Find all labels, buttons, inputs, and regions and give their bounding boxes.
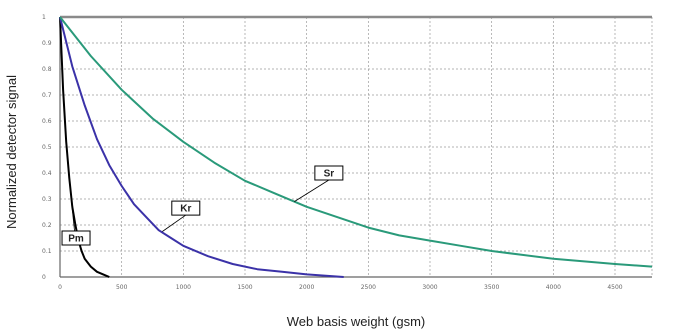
annotations: Pm Kr Sr (61, 165, 344, 246)
y-tick-label: 0.2 (42, 222, 52, 229)
axes: 0 500 1000 1500 2000 2500 3000 3500 4000 4500 0 0.1… (42, 14, 652, 291)
y-tick-label: 0.4 (42, 170, 52, 177)
x-tick-label: 4000 (546, 284, 561, 291)
annotation-label-kr: Kr (180, 204, 191, 215)
y-tick-label: 0.7 (42, 92, 52, 99)
annotation-leader-sr (294, 179, 330, 202)
annotation-leader-kr (162, 214, 187, 232)
x-tick-label: 3500 (484, 284, 499, 291)
x-tick-label: 2000 (299, 284, 314, 291)
y-tick-label: 0.8 (42, 66, 52, 73)
x-tick-label: 1000 (176, 284, 191, 291)
x-tick-label: 4500 (607, 284, 622, 291)
y-tick-label: 0.3 (42, 196, 52, 203)
annotation-box-sr (314, 165, 344, 181)
x-axis-label: Web basis weight (gsm) (287, 314, 425, 329)
annotation-label-pm: Pm (68, 234, 84, 245)
x-tick-label: 500 (116, 284, 128, 291)
y-tick-label: 0.1 (42, 248, 52, 255)
annotation-box-pm (61, 230, 91, 246)
y-tick-label: 0.5 (42, 144, 52, 151)
y-tick-label: 0.6 (42, 118, 52, 125)
y-tick-label: 0 (42, 274, 46, 281)
grid (60, 17, 653, 277)
annotation-label-sr: Sr (324, 169, 335, 180)
series-line-kr (59, 16, 344, 278)
x-tick-label: 0 (58, 284, 62, 291)
y-axis-label: Normalized detector signal (4, 75, 19, 229)
x-tick-label: 1500 (237, 284, 252, 291)
x-tick-label: 3000 (422, 284, 437, 291)
series-line-sr (59, 16, 653, 268)
x-tick-label: 2500 (361, 284, 376, 291)
y-tick-label: 0.9 (42, 40, 52, 47)
y-tick-label: 1 (42, 14, 46, 21)
annotation-box-kr (171, 200, 201, 216)
